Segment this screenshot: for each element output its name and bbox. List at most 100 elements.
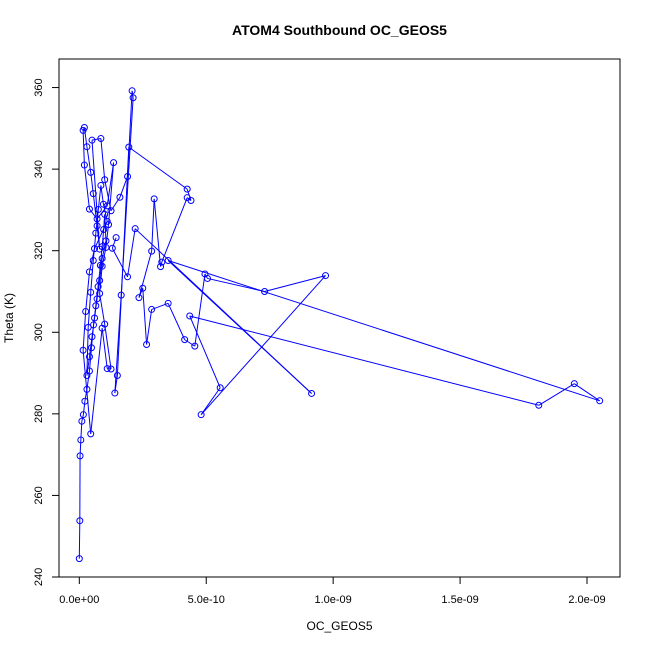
data-point: [93, 222, 101, 230]
series-segment: [128, 146, 188, 190]
data-point: [79, 411, 87, 419]
x-tick-label: 2.0e-09: [568, 594, 605, 606]
series-segment: [131, 90, 134, 98]
data-point: [113, 372, 121, 380]
series-segment: [134, 228, 312, 394]
data-point: [80, 161, 88, 169]
data-point: [322, 272, 330, 280]
data-point: [87, 168, 95, 176]
data-point: [183, 194, 191, 202]
data-point: [102, 237, 110, 245]
series-segment: [138, 250, 153, 298]
series-segment: [111, 237, 117, 249]
series-segment: [86, 146, 92, 173]
data-point: [204, 274, 211, 282]
data-point: [108, 244, 116, 252]
series-segment: [95, 209, 99, 234]
x-tick-label: 5.0e-10: [188, 594, 225, 606]
data-point: [128, 87, 136, 95]
series-segment: [111, 248, 128, 278]
x-axis-label: OC_GEOS5: [306, 619, 372, 633]
series-segment: [90, 328, 103, 434]
data-point: [124, 273, 132, 281]
series-segment: [99, 258, 103, 281]
series-segment: [86, 327, 89, 376]
data-point: [110, 159, 118, 167]
data-point: [186, 312, 194, 320]
series-group: [75, 87, 604, 563]
series-segment: [186, 197, 192, 201]
series-segment: [151, 198, 155, 252]
data-point: [129, 94, 137, 102]
series-segment: [167, 260, 600, 402]
data-point: [92, 229, 100, 237]
data-point: [88, 333, 96, 341]
y-axis-label: Theta (K): [2, 293, 16, 343]
plot-frame: [58, 58, 621, 578]
data-point: [91, 314, 99, 322]
y-tick-label: 240: [33, 568, 45, 586]
series-segment: [97, 185, 102, 210]
data-point: [101, 210, 109, 218]
data-point: [107, 207, 115, 215]
data-point: [96, 276, 104, 284]
data-point: [89, 256, 97, 264]
x-tick-label: 1.5e-09: [441, 594, 478, 606]
y-tick-label: 320: [33, 242, 45, 260]
series-segment: [184, 339, 196, 347]
series-segment: [264, 275, 326, 292]
data-point: [83, 385, 91, 393]
series-segment: [83, 164, 90, 210]
data-point: [79, 346, 87, 354]
series-segment: [189, 315, 221, 388]
data-point: [83, 372, 91, 380]
data-point: [116, 193, 124, 201]
series-segment: [90, 260, 94, 293]
data-point: [191, 342, 199, 350]
data-point: [261, 287, 269, 295]
data-point: [80, 124, 88, 132]
data-point: [97, 135, 105, 143]
series-segment: [146, 309, 153, 345]
series-segment: [116, 147, 130, 376]
data-point: [87, 430, 95, 438]
series-segment: [538, 383, 575, 406]
data-point: [87, 344, 95, 352]
series-segment: [108, 162, 115, 225]
data-point: [143, 341, 151, 349]
data-point: [148, 305, 156, 313]
data-point: [75, 555, 83, 563]
series-segment: [574, 383, 600, 402]
data-point: [216, 384, 224, 392]
data-point: [101, 320, 109, 328]
series-segment: [90, 172, 94, 194]
series-segment: [200, 275, 326, 416]
data-point: [157, 263, 165, 271]
data-point: [87, 288, 95, 296]
data-point: [101, 176, 109, 184]
data-point: [139, 284, 147, 292]
series-segment: [104, 324, 112, 370]
y-axis: 240 260 280 300 320 340 360: [33, 78, 60, 586]
data-point: [85, 268, 93, 276]
data-point: [98, 262, 106, 270]
data-point: [164, 299, 172, 307]
data-point: [100, 225, 108, 233]
y-tick-label: 360: [33, 78, 45, 96]
series-segment: [92, 233, 97, 261]
series-segment: [119, 176, 129, 198]
data-point: [77, 436, 85, 444]
data-point: [103, 365, 111, 373]
y-tick-label: 280: [33, 405, 45, 423]
series-segment: [87, 292, 92, 328]
y-tick-label: 260: [33, 486, 45, 504]
data-point: [197, 411, 205, 419]
data-point: [181, 336, 189, 344]
series-segment: [101, 328, 108, 369]
data-point: [94, 206, 102, 214]
series-segment: [110, 196, 121, 212]
data-point: [93, 215, 101, 223]
data-point: [183, 185, 191, 193]
series-segment: [200, 387, 221, 415]
